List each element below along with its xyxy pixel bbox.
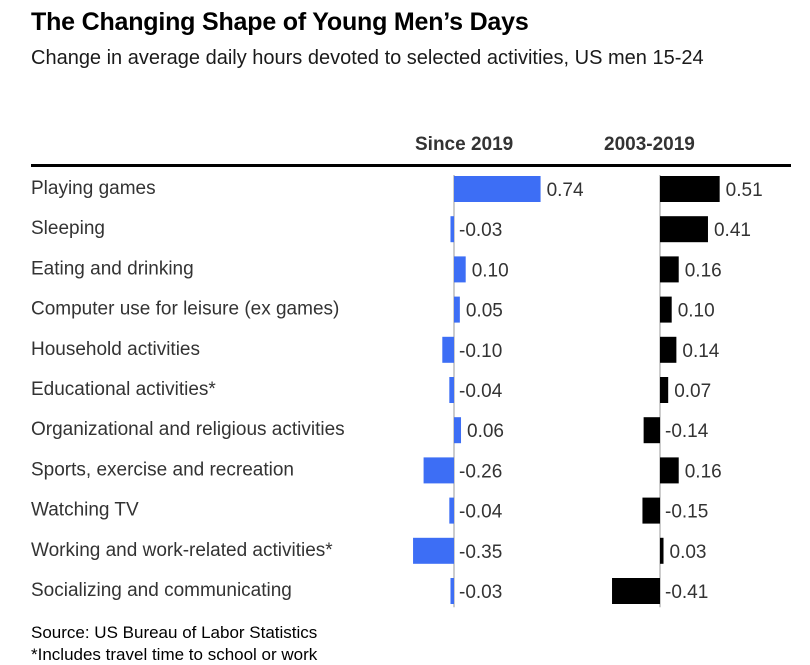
value-label: 0.51 bbox=[726, 180, 763, 201]
value-label: 0.41 bbox=[714, 220, 751, 241]
category-label: Working and work-related activities* bbox=[31, 540, 333, 561]
bar bbox=[454, 256, 466, 283]
value-label: 0.74 bbox=[547, 180, 584, 201]
bar bbox=[660, 256, 679, 283]
bar bbox=[660, 537, 664, 564]
value-label: 0.16 bbox=[685, 461, 722, 482]
bar bbox=[449, 497, 454, 524]
value-label: 0.05 bbox=[466, 301, 503, 322]
value-label: 0.14 bbox=[682, 341, 719, 362]
value-label: -0.26 bbox=[459, 461, 502, 482]
bar bbox=[454, 417, 462, 444]
category-label: Watching TV bbox=[31, 500, 139, 521]
value-label: -0.04 bbox=[459, 381, 503, 402]
value-label: -0.03 bbox=[459, 582, 502, 603]
source-note: Source: US Bureau of Labor Statistics bbox=[31, 623, 318, 642]
chart-subtitle: Change in average daily hours devoted to… bbox=[31, 47, 704, 69]
bar bbox=[660, 176, 720, 202]
value-label: -0.41 bbox=[665, 582, 708, 603]
category-label: Eating and drinking bbox=[31, 258, 194, 279]
chart-title: The Changing Shape of Young Men’s Days bbox=[31, 8, 529, 36]
category-label: Sleeping bbox=[31, 218, 105, 239]
value-label: -0.15 bbox=[665, 502, 708, 523]
bar bbox=[643, 417, 660, 444]
value-label: 0.06 bbox=[467, 421, 504, 442]
category-label: Sports, exercise and recreation bbox=[31, 459, 294, 480]
value-label: -0.03 bbox=[459, 220, 502, 241]
category-label: Computer use for leisure (ex games) bbox=[31, 299, 339, 320]
header-rule bbox=[31, 164, 791, 167]
series-header-2003-2019: 2003-2019 bbox=[604, 134, 695, 155]
bar bbox=[449, 377, 454, 403]
bar bbox=[442, 336, 454, 363]
value-label: -0.04 bbox=[459, 502, 503, 523]
category-label: Socializing and communicating bbox=[31, 580, 292, 601]
value-label: 0.16 bbox=[685, 260, 722, 281]
category-label: Playing games bbox=[31, 178, 156, 199]
value-label: -0.35 bbox=[459, 542, 502, 563]
category-label: Organizational and religious activities bbox=[31, 419, 345, 440]
value-label: -0.14 bbox=[665, 421, 709, 442]
value-label: -0.10 bbox=[459, 341, 502, 362]
bar bbox=[660, 336, 677, 363]
bar bbox=[413, 537, 454, 564]
value-label: 0.10 bbox=[472, 260, 509, 281]
value-label: 0.03 bbox=[670, 542, 707, 563]
series-header-since-2019: Since 2019 bbox=[415, 134, 514, 155]
footnote: *Includes travel time to school or work bbox=[31, 645, 318, 664]
value-label: 0.10 bbox=[678, 301, 715, 322]
bar bbox=[454, 296, 460, 323]
bar bbox=[660, 377, 669, 403]
category-label: Educational activities* bbox=[31, 379, 216, 400]
bar bbox=[450, 578, 454, 604]
value-label: 0.07 bbox=[674, 381, 711, 402]
bar bbox=[454, 176, 541, 202]
bar bbox=[450, 216, 454, 243]
bar bbox=[612, 578, 660, 604]
bar bbox=[660, 457, 679, 484]
bar bbox=[423, 457, 454, 484]
bar-chart: Playing games Sleeping Eating and drinking… bbox=[31, 175, 763, 608]
bar bbox=[660, 296, 672, 323]
bar bbox=[660, 216, 708, 243]
category-label: Household activities bbox=[31, 339, 200, 360]
bar bbox=[642, 497, 660, 524]
